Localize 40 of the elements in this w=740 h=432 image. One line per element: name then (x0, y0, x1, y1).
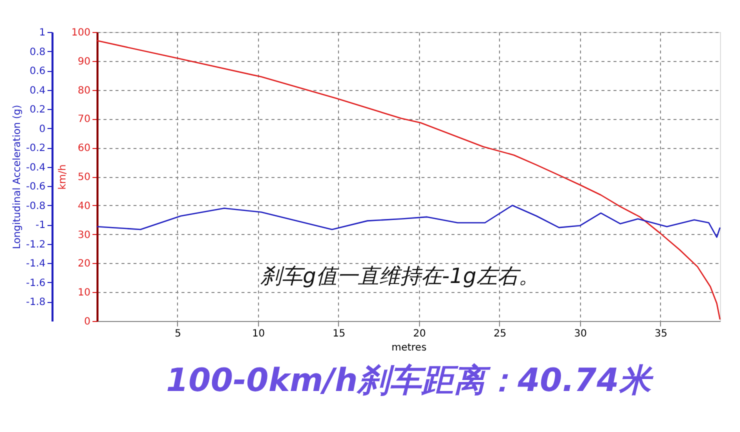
line-series (96, 40, 721, 320)
x-tick-label: 30 (574, 328, 587, 340)
y-tick-label: 100 (71, 28, 90, 38)
line-series (96, 204, 721, 238)
y-axis-title: km/h (57, 164, 68, 190)
x-axis-title: metres (391, 342, 427, 354)
x-tick-label: 10 (252, 328, 265, 340)
y2-tick-label: -1.2 (26, 239, 46, 250)
y-tick-label: 20 (78, 258, 90, 270)
y-tick-label: 80 (78, 85, 90, 96)
y2-tick-label: 0.8 (30, 46, 46, 58)
y-tick-label: 10 (78, 288, 90, 299)
y-tick-label: 30 (78, 230, 90, 241)
y-tick-label: 40 (78, 200, 90, 212)
annotation: 刹车g值一直维持在-1g左右。 (260, 264, 540, 288)
y-tick-label: 0 (84, 316, 90, 328)
y2-tick-label: 1 (39, 28, 46, 38)
y-tick-label: 50 (78, 172, 90, 183)
y2-tick-label: 0.6 (30, 66, 46, 78)
y2-tick-label: -1.4 (26, 258, 46, 270)
x-tick-label: 20 (413, 328, 426, 340)
y-tick-label: 70 (78, 114, 90, 126)
text: 100-0km/h刹车距离：40.74米 (166, 361, 654, 399)
y2-tick-label: -1 (36, 220, 46, 232)
y-tick-label: 90 (78, 56, 90, 68)
x-tick-label: 25 (494, 328, 506, 340)
y2-axis-title: Longitudinal Acceleration (g) (12, 104, 23, 250)
y2-tick-label: 0 (39, 124, 46, 135)
x-tick-label: 5 (174, 328, 182, 340)
y2-tick-label: -0.6 (26, 182, 46, 193)
x-tick-label: 35 (654, 328, 668, 340)
x-tick-label: 15 (332, 328, 346, 340)
y2-tick-label: -0.8 (26, 200, 46, 212)
y2-tick-label: -0.4 (26, 162, 46, 174)
y-tick-label: 60 (78, 143, 90, 154)
y2-tick-label: -0.2 (26, 143, 46, 154)
y2-tick-label: -1.6 (26, 278, 46, 289)
y2-tick-label: 0.2 (30, 104, 46, 116)
y2-tick-label: 0.4 (30, 85, 46, 96)
y2-tick-label: -1.8 (26, 297, 46, 308)
